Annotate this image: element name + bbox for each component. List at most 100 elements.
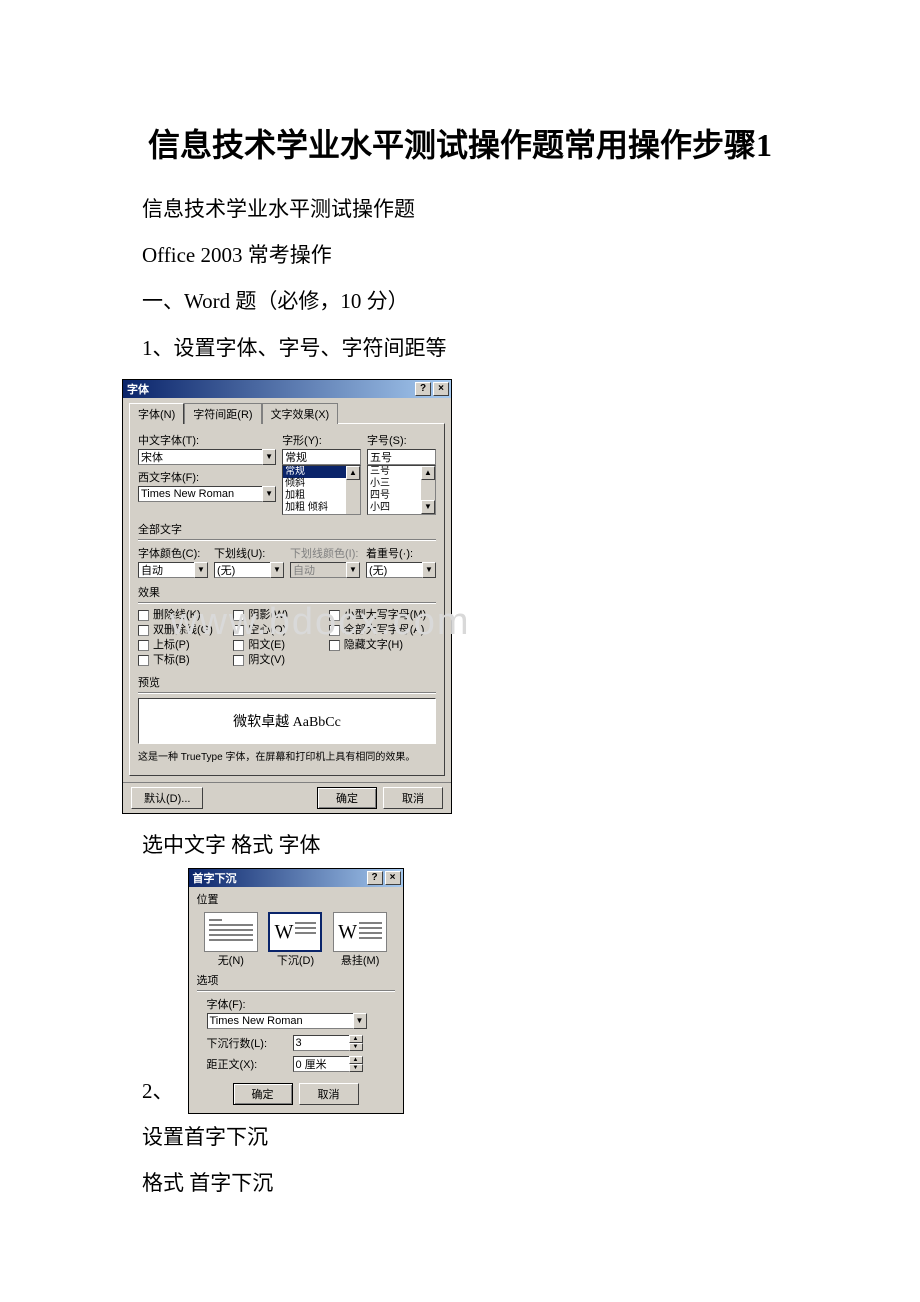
dropcap-option-none[interactable]: 无(N) [204,912,258,968]
font-desc: 这是一种 TrueType 字体，在屏幕和打印机上具有相同的效果。 [138,748,436,763]
spin-down-icon[interactable]: ▼ [349,1043,363,1051]
close-button[interactable]: × [385,871,401,885]
checkbox-label: 删除线(K) [153,608,201,623]
opt-label: 悬挂(M) [333,952,387,968]
dropcap-option-drop[interactable]: W 下沉(D) [268,912,322,968]
checkbox-label: 小型大写字母(M) [344,608,427,623]
paragraph-3: 一、Word 题（必修，10 分） [100,278,820,324]
tab-font[interactable]: 字体(N) [129,403,184,424]
emphasis-label: 着重号(·): [366,545,436,561]
opt-label: 无(N) [204,952,258,968]
help-button[interactable]: ? [367,871,383,885]
checkbox-label: 阴影(W) [248,608,288,623]
size-label: 字号(S): [367,432,436,448]
checkbox-label: 双删除线(G) [153,623,213,638]
options-label: 选项 [197,972,395,988]
font-dialog-title: 字体 [127,381,149,397]
checkbox-label: 阴文(V) [248,653,285,668]
dropcap-font-label: 字体(F): [207,996,395,1012]
checkbox-label: 阳文(E) [248,638,285,653]
default-button[interactable]: 默认(D)... [131,787,203,809]
checkbox-allcaps[interactable]: 全部大写字母(A) [329,623,436,638]
font-dialog-titlebar: 字体 ? × [123,380,451,398]
scrollbar[interactable]: ▲ [346,466,360,514]
scroll-up-icon[interactable]: ▲ [346,466,360,480]
underline-label: 下划线(U): [214,545,284,561]
help-button[interactable]: ? [415,382,431,396]
lines-label: 下沉行数(L): [207,1035,287,1051]
opt-label: 下沉(D) [268,952,322,968]
checkbox-label: 全部大写字母(A) [344,623,425,638]
dropcap-font-combo[interactable]: Times New Roman [207,1013,367,1029]
checkbox-label: 空心(O) [248,623,286,638]
checkbox-sub[interactable]: 下标(B) [138,653,227,668]
checkbox-engrave[interactable]: 阴文(V) [233,653,322,668]
paragraph-6-num: 2、 [100,1068,174,1114]
dropdown-arrow-icon[interactable]: ▼ [353,1013,367,1029]
dropdown-arrow-icon[interactable]: ▼ [422,562,436,578]
checkbox-dstrike[interactable]: 双删除线(G) [138,623,227,638]
cn-font-combo[interactable]: 宋体 [138,449,276,465]
checkbox-super[interactable]: 上标(P) [138,638,227,653]
spin-up-icon[interactable]: ▲ [349,1035,363,1043]
tab-effect[interactable]: 文字效果(X) [262,403,339,424]
paragraph-2: Office 2003 常考操作 [100,232,820,278]
tabs: 字体(N) 字符间距(R) 文字效果(X) [123,398,451,423]
position-label: 位置 [197,891,395,907]
checkbox-hidden[interactable]: 隐藏文字(H) [329,638,436,653]
dist-label: 距正文(X): [207,1056,287,1072]
all-text-label: 全部文字 [138,521,436,537]
ok-button[interactable]: 确定 [317,787,377,809]
dropdown-arrow-icon[interactable]: ▼ [262,486,276,502]
dropdown-arrow-icon[interactable]: ▼ [262,449,276,465]
dropdown-arrow-icon: ▼ [346,562,360,578]
tab-spacing[interactable]: 字符间距(R) [184,403,261,424]
style-label: 字形(Y): [282,432,361,448]
spin-up-icon[interactable]: ▲ [349,1056,363,1064]
en-font-label: 西文字体(F): [138,469,276,485]
scroll-up-icon[interactable]: ▲ [421,466,435,480]
cancel-button[interactable]: 取消 [299,1083,359,1105]
font-color-label: 字体颜色(C): [138,545,208,561]
dropdown-arrow-icon[interactable]: ▼ [194,562,208,578]
checkbox-outline[interactable]: 空心(O) [233,623,322,638]
checkbox-label: 隐藏文字(H) [344,638,403,653]
style-input[interactable]: 常规 [282,449,361,465]
checkbox-label: 上标(P) [153,638,190,653]
paragraph-5: 选中文字 格式 字体 [100,822,820,868]
preview-box: 微软卓越 AaBbCc [138,698,436,744]
list-item[interactable]: 五号 [368,514,435,515]
page-title: 信息技术学业水平测试操作题常用操作步骤1 [100,120,820,166]
dropcap-dialog-titlebar: 首字下沉 ? × [189,869,403,887]
checkbox-label: 下标(B) [153,653,190,668]
size-input[interactable]: 五号 [367,449,436,465]
style-list[interactable]: 常规 倾斜 加粗 加粗 倾斜 ▲ [282,465,361,515]
paragraph-4: 1、设置字体、字号、字符间距等 [100,325,820,371]
checkbox-strike[interactable]: 删除线(K) [138,608,227,623]
paragraph-7: 设置首字下沉 [100,1114,820,1160]
cancel-button[interactable]: 取消 [383,787,443,809]
dropcap-dialog: 首字下沉 ? × 位置 无(N) [188,868,404,1114]
scroll-down-icon[interactable]: ▼ [421,500,435,514]
paragraph-8: 格式 首字下沉 [100,1160,820,1206]
size-list[interactable]: 三号 小三 四号 小四 五号 ▲ ▼ [367,465,436,515]
dropcap-dialog-title: 首字下沉 [193,870,237,886]
checkbox-smallcaps[interactable]: 小型大写字母(M) [329,608,436,623]
w-icon: W [338,922,357,942]
paragraph-1: 信息技术学业水平测试操作题 [100,186,820,232]
en-font-combo[interactable]: Times New Roman [138,486,276,502]
checkbox-shadow[interactable]: 阴影(W) [233,608,322,623]
spin-down-icon[interactable]: ▼ [349,1064,363,1072]
close-button[interactable]: × [433,382,449,396]
dropdown-arrow-icon[interactable]: ▼ [270,562,284,578]
cn-font-label: 中文字体(T): [138,432,276,448]
scrollbar[interactable]: ▲ ▼ [421,466,435,514]
effects-label: 效果 [138,584,436,600]
dropcap-option-margin[interactable]: W 悬挂(M) [333,912,387,968]
checkbox-emboss[interactable]: 阳文(E) [233,638,322,653]
ul-color-label: 下划线颜色(I): [290,545,360,561]
preview-label: 预览 [138,674,436,690]
ok-button[interactable]: 确定 [233,1083,293,1105]
w-icon: W [274,922,293,942]
font-dialog: 字体 ? × 字体(N) 字符间距(R) 文字效果(X) 中文字体(T): 宋体… [122,379,452,814]
